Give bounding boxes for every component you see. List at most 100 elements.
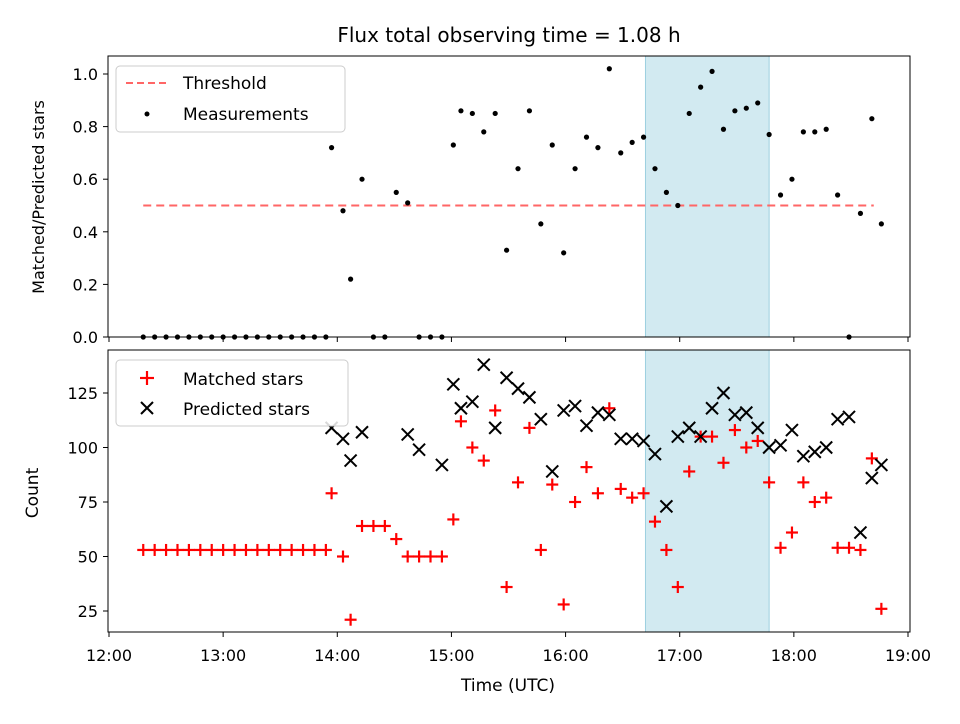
predicted-star-point bbox=[625, 432, 639, 446]
star-count-highlight-span bbox=[644, 349, 770, 633]
x-tick-label: 12:00 bbox=[86, 646, 132, 665]
matched-star-point bbox=[865, 452, 878, 465]
measurement-point bbox=[606, 66, 612, 72]
predicted-star-point bbox=[671, 429, 685, 444]
x-tick-label: 18:00 bbox=[771, 646, 817, 665]
matched-star-point bbox=[182, 543, 195, 556]
measurement-point bbox=[359, 176, 365, 182]
predicted-star-point bbox=[614, 432, 628, 446]
measurement-point bbox=[709, 68, 715, 74]
matched-star-point bbox=[831, 541, 844, 554]
y-tick-label: 125 bbox=[67, 384, 98, 403]
star-count-panel: 25 50 75 100 125 12:00 13:00 14:00 15:00 16:00 17… bbox=[23, 349, 931, 696]
measurement-point bbox=[340, 208, 346, 214]
predicted-star-point bbox=[454, 401, 468, 415]
flux-ratio-highlight-span bbox=[644, 55, 770, 338]
matched-star-point bbox=[785, 526, 798, 539]
measurement-point bbox=[492, 110, 498, 117]
matched-star-point bbox=[160, 543, 173, 556]
matched-star-point bbox=[344, 613, 357, 626]
matched-star-point bbox=[367, 519, 380, 532]
predicted-star-point bbox=[762, 440, 776, 455]
measurement-point bbox=[720, 126, 727, 132]
predicted-star-point bbox=[545, 464, 559, 479]
measurement-point bbox=[450, 142, 456, 148]
y-tick-label: 0.2 bbox=[73, 275, 98, 294]
matched-star-point bbox=[378, 519, 391, 532]
legend-threshold-label: Threshold bbox=[182, 74, 267, 94]
matched-star-point bbox=[603, 402, 616, 415]
matched-star-point bbox=[808, 496, 821, 508]
legend-box bbox=[115, 359, 349, 427]
matched-star-point bbox=[875, 602, 888, 615]
measurement-point bbox=[652, 166, 658, 172]
predicted-star-point bbox=[355, 425, 369, 439]
measurement-point bbox=[583, 134, 590, 140]
predicted-star-point bbox=[819, 440, 833, 455]
measurement-point bbox=[755, 100, 761, 106]
matched-star-point bbox=[660, 543, 673, 556]
predicted-star-point bbox=[853, 525, 868, 540]
y-tick-label: 0.6 bbox=[73, 170, 98, 189]
measurement-point bbox=[835, 192, 841, 198]
matched-star-point bbox=[843, 541, 856, 554]
predicted-star-point bbox=[343, 453, 358, 468]
x-axis-label: Time (UTC) bbox=[460, 676, 555, 696]
matched-star-point bbox=[614, 482, 627, 495]
matched-star-point bbox=[523, 421, 536, 434]
predicted-star-point bbox=[830, 412, 845, 426]
measurement-point bbox=[629, 139, 635, 145]
predicted-star-point bbox=[568, 399, 582, 413]
legend-predicted-swatch bbox=[140, 401, 154, 415]
matched-star-point bbox=[512, 476, 525, 489]
matched-star-point bbox=[751, 434, 764, 447]
y-tick-label: 0.0 bbox=[73, 328, 98, 347]
matched-star-point bbox=[763, 476, 776, 489]
measurement-point bbox=[766, 131, 772, 138]
x-tick-label: 17:00 bbox=[657, 646, 703, 665]
measurement-point bbox=[675, 202, 681, 209]
predicted-star-point bbox=[874, 458, 889, 472]
measurement-point bbox=[515, 166, 521, 172]
matched-star-point bbox=[356, 519, 369, 532]
predicted-star-point bbox=[648, 447, 662, 461]
measurement-point bbox=[405, 200, 411, 206]
x-tick-label: 13:00 bbox=[200, 646, 246, 665]
matched-star-point bbox=[424, 550, 437, 563]
predicted-star-point bbox=[591, 405, 605, 420]
measurement-point bbox=[458, 108, 464, 114]
matched-star-point bbox=[854, 543, 867, 556]
flux-ratio-y-axis-label: Matched/Predicted stars bbox=[29, 100, 48, 294]
matched-star-point bbox=[137, 543, 150, 556]
matched-star-point bbox=[454, 415, 467, 428]
y-tick-label: 25 bbox=[78, 602, 98, 621]
legend-measurements-label: Measurements bbox=[183, 105, 309, 125]
star-count-plot-frame bbox=[107, 349, 911, 633]
predicted-star-point bbox=[412, 442, 426, 457]
chart-title: Flux total observing time = 1.08 h bbox=[337, 23, 680, 47]
matched-star-point bbox=[477, 454, 490, 467]
measurement-point bbox=[878, 221, 884, 227]
matched-star-point bbox=[285, 543, 298, 556]
predicted-star-point bbox=[636, 434, 651, 448]
predicted-star-point bbox=[808, 445, 822, 459]
matched-star-point bbox=[728, 424, 741, 437]
predicted-star-point bbox=[865, 471, 879, 485]
flux-ratio-plot-frame bbox=[107, 55, 911, 338]
matched-star-point bbox=[820, 491, 833, 504]
predicted-star-point bbox=[446, 377, 461, 391]
matched-star-point bbox=[228, 543, 241, 556]
flux-ratio-panel: 0.0 0.2 0.4 0.6 0.8 1.0 Flux total observing … bbox=[29, 23, 911, 347]
predicted-star-point bbox=[602, 408, 617, 422]
measurement-point bbox=[800, 129, 806, 135]
matched-star-point bbox=[171, 543, 184, 556]
predicted-star-point bbox=[465, 395, 480, 409]
measurement-point bbox=[503, 247, 510, 253]
matched-star-point bbox=[774, 541, 787, 554]
y-tick-label: 100 bbox=[67, 439, 98, 458]
predicted-star-point bbox=[499, 371, 514, 385]
star-count-y-axis-label: Count bbox=[23, 467, 43, 518]
y-tick-label: 1.0 bbox=[73, 65, 98, 84]
measurement-point bbox=[743, 105, 749, 111]
matched-star-point bbox=[500, 581, 513, 594]
